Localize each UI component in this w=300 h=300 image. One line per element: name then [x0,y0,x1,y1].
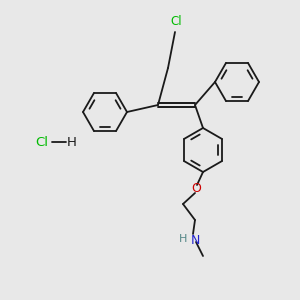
Text: H: H [67,136,77,148]
Text: Cl: Cl [35,136,49,148]
Text: Cl: Cl [170,15,182,28]
Text: O: O [191,182,201,194]
Text: H: H [179,234,187,244]
Text: N: N [191,233,200,247]
